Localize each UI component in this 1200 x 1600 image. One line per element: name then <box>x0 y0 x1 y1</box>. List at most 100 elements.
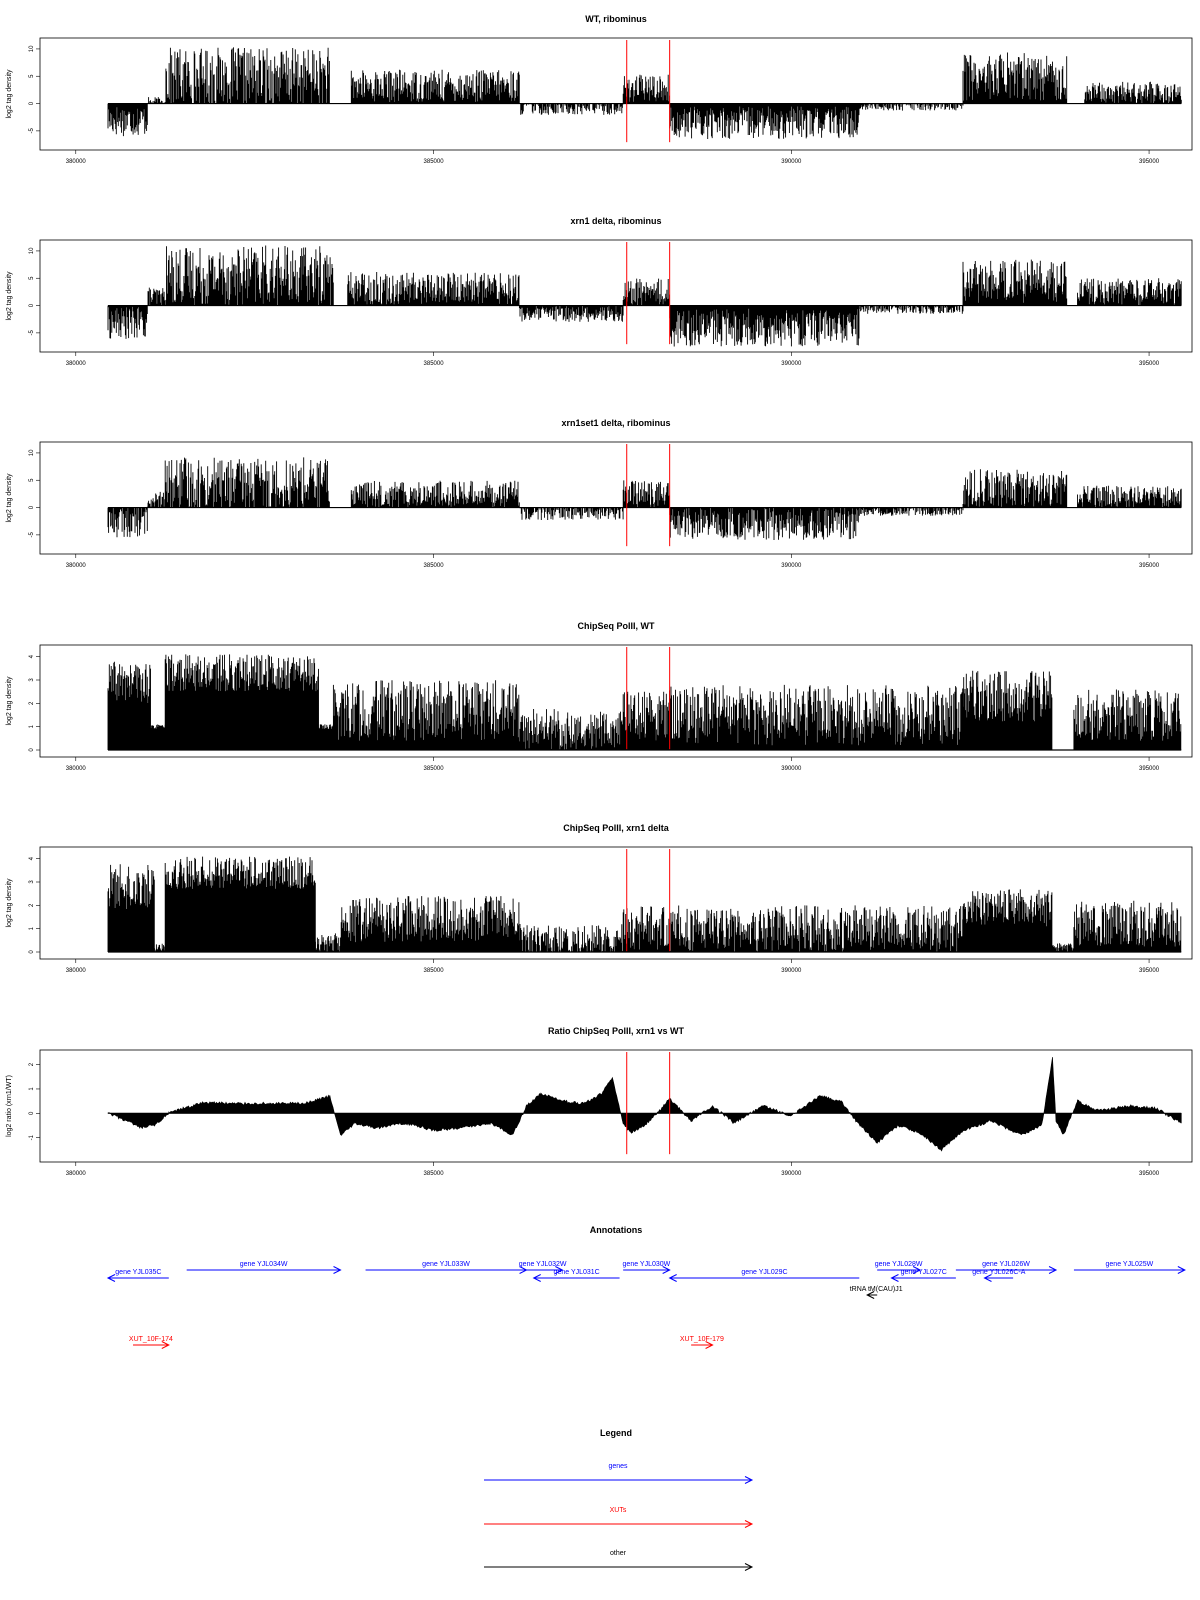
y-axis-label: log2 tag density <box>6 271 13 321</box>
y-tick-label: 0 <box>29 505 35 509</box>
gene-label: gene YJL034W <box>240 1261 288 1268</box>
gene-label: gene YJL035C <box>115 1269 161 1276</box>
xut-label: XUT_10F-174 <box>129 1336 173 1343</box>
legend-title: Legend <box>600 1428 632 1438</box>
y-tick-label: 0 <box>29 1111 35 1115</box>
x-tick-label: 390000 <box>781 361 802 367</box>
chart-title: ChipSeq PolII, xrn1 delta <box>563 823 670 833</box>
legend-label: XUTs <box>610 1507 627 1514</box>
xut-arrowhead <box>705 1341 714 1349</box>
y-tick-label: 2 <box>29 1062 35 1066</box>
gene-label: gene YJL025W <box>1106 1261 1154 1268</box>
x-tick-label: 395000 <box>1139 361 1160 367</box>
signal-bars <box>107 457 1182 540</box>
gene-arrowhead <box>890 1274 899 1282</box>
x-tick-label: 380000 <box>66 159 87 165</box>
signal-bars <box>107 245 1182 347</box>
y-tick-label: 3 <box>29 880 35 884</box>
x-tick-label: 380000 <box>66 361 87 367</box>
y-tick-label: 10 <box>29 247 35 254</box>
gene-arrowhead <box>333 1266 342 1274</box>
x-tick-label: 385000 <box>424 563 445 569</box>
y-axis-label: log2 tag density <box>6 676 13 726</box>
plot-frame <box>39 441 1193 555</box>
y-tick-label: 4 <box>29 856 35 860</box>
signal-bars <box>107 856 1182 952</box>
y-tick-label: 2 <box>29 903 35 907</box>
x-tick-label: 395000 <box>1139 159 1160 165</box>
x-tick-label: 385000 <box>424 766 445 772</box>
other-feature-arrowhead <box>866 1291 875 1299</box>
annotation-track: Annotations gene YJL035C gene YJL034W gene … <box>106 1225 1186 1349</box>
other-feature-label: tRNA tM(CAU)J1 <box>850 1286 903 1293</box>
plot-frame <box>39 239 1193 353</box>
gene-label: gene YJL027C <box>901 1269 947 1276</box>
chart-title: Ratio ChipSeq PolII, xrn1 vs WT <box>548 1026 685 1036</box>
chart-title: ChipSeq PolII, WT <box>578 621 655 631</box>
plot-frame <box>39 1049 1193 1163</box>
x-tick-label: 385000 <box>424 159 445 165</box>
y-tick-label: 3 <box>29 678 35 682</box>
gene-arrowhead <box>106 1274 116 1282</box>
gene-arrowhead <box>532 1274 541 1282</box>
plot-frame <box>39 644 1193 758</box>
y-tick-label: 0 <box>29 303 35 307</box>
x-tick-label: 390000 <box>781 1171 802 1177</box>
y-tick-label: -5 <box>29 532 35 538</box>
x-tick-label: 390000 <box>781 968 802 974</box>
signal-bars <box>107 654 1182 750</box>
x-tick-label: 385000 <box>424 1171 445 1177</box>
y-tick-label: 4 <box>29 654 35 658</box>
plot-frame <box>39 846 1193 960</box>
y-axis-label: log2 ratio (xrn1/WT) <box>6 1075 13 1137</box>
chart-title: xrn1 delta, ribominus <box>570 216 661 226</box>
chart-panel-5: ChipSeq PolII, xrn1 delta 0 1 2 3 4 log2 tag d… <box>6 823 1193 974</box>
chart-panel-1: WT, ribominus -5 0 5 10 log2 tag density 38000… <box>6 14 1193 165</box>
y-tick-label: -5 <box>29 330 35 336</box>
chart-panel-6: Ratio ChipSeq PolII, xrn1 vs WT -1 0 1 2 log2… <box>6 1026 1193 1177</box>
x-tick-label: 395000 <box>1139 766 1160 772</box>
gene-label: gene YJL032W <box>519 1261 567 1268</box>
chart-panel-2: xrn1 delta, ribominus -5 0 5 10 log2 tag dens… <box>6 216 1193 367</box>
gene-label: gene YJL026C-A <box>972 1269 1026 1276</box>
chart-title: WT, ribominus <box>585 14 647 24</box>
y-axis-label: log2 tag density <box>6 878 13 928</box>
x-tick-label: 385000 <box>424 968 445 974</box>
x-tick-label: 395000 <box>1139 968 1160 974</box>
gene-label: gene YJL026W <box>982 1261 1030 1268</box>
x-tick-label: 380000 <box>66 563 87 569</box>
y-tick-label: 5 <box>29 276 35 280</box>
gene-arrowhead <box>662 1266 671 1274</box>
legend-label: other <box>610 1550 627 1557</box>
annotations-title: Annotations <box>590 1225 643 1235</box>
gene-label: gene YJL033W <box>422 1261 470 1268</box>
gene-arrowhead <box>1048 1266 1058 1274</box>
gene-label: gene YJL028W <box>875 1261 923 1268</box>
x-tick-label: 390000 <box>781 159 802 165</box>
y-tick-label: 0 <box>29 950 35 954</box>
legend-arrowhead <box>744 1476 754 1484</box>
legend-label: genes <box>608 1463 628 1470</box>
x-tick-label: 380000 <box>66 766 87 772</box>
xut-label: XUT_10F-179 <box>680 1336 724 1343</box>
y-tick-label: 10 <box>29 45 35 52</box>
y-tick-label: 1 <box>29 926 35 930</box>
xut-arrowhead <box>161 1341 170 1349</box>
y-tick-label: -5 <box>29 128 35 134</box>
gene-label: gene YJL030W <box>623 1261 671 1268</box>
gene-arrowhead <box>668 1274 677 1282</box>
signal-bars <box>107 47 1182 139</box>
x-tick-label: 390000 <box>781 563 802 569</box>
legend-arrowhead <box>744 1520 754 1528</box>
gene-arrowhead <box>912 1266 922 1274</box>
gene-label: gene YJL029C <box>741 1269 787 1276</box>
gene-label: gene YJL031C <box>554 1269 600 1276</box>
x-tick-label: 380000 <box>66 968 87 974</box>
y-tick-label: 0 <box>29 101 35 105</box>
x-tick-label: 395000 <box>1139 563 1160 569</box>
y-tick-label: 2 <box>29 701 35 705</box>
gene-arrowhead <box>983 1274 992 1282</box>
y-axis-label: log2 tag density <box>6 69 13 119</box>
ratio-area <box>107 1057 1182 1152</box>
